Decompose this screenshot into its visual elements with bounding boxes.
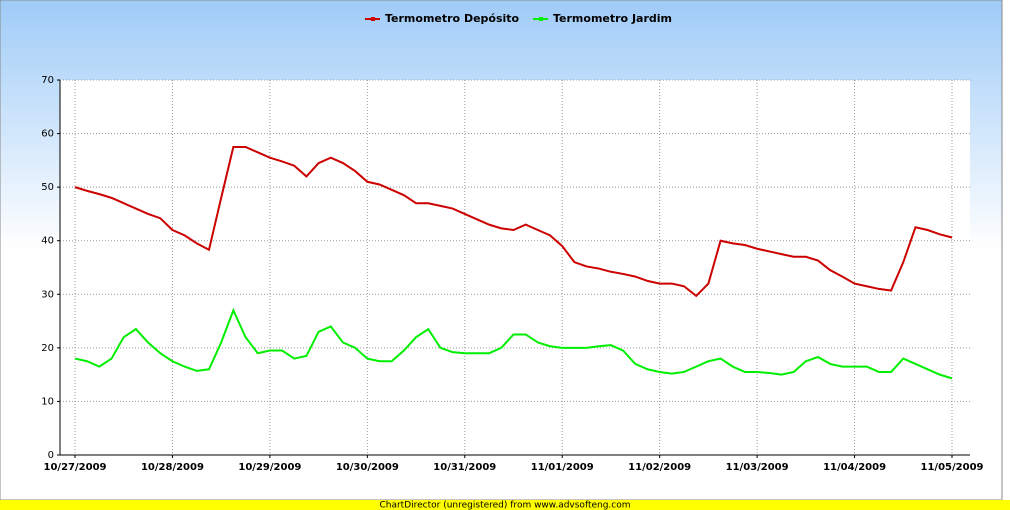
y-tick-label: 40 [41,236,54,247]
legend-label: Termometro Jardim [553,12,672,25]
x-tick-label: 10/27/2009 [44,462,107,473]
legend-marker [371,17,375,21]
y-tick-label: 0 [48,450,54,461]
footer-bar [0,500,1010,510]
x-tick-label: 11/02/2009 [628,462,691,473]
plot-area [60,80,970,455]
x-tick-label: 11/05/2009 [921,462,984,473]
x-tick-label: 10/29/2009 [238,462,301,473]
y-tick-label: 10 [41,396,54,407]
legend-marker [539,17,543,21]
legend-label: Termometro Depósito [385,12,520,25]
x-tick-label: 11/03/2009 [726,462,789,473]
x-tick-label: 11/04/2009 [823,462,886,473]
x-tick-label: 11/01/2009 [531,462,594,473]
y-tick-label: 60 [41,129,54,140]
y-tick-label: 20 [41,343,54,354]
x-tick-label: 10/30/2009 [336,462,399,473]
series-line [74,145,953,298]
x-tick-label: 10/31/2009 [433,462,496,473]
y-tick-label: 70 [41,75,54,86]
y-tick-label: 30 [41,289,54,300]
footer: ChartDirector (unregistered) from www.ad… [379,501,630,510]
y-tick-label: 50 [41,182,54,193]
series-line [74,307,953,380]
x-tick-label: 10/28/2009 [141,462,204,473]
